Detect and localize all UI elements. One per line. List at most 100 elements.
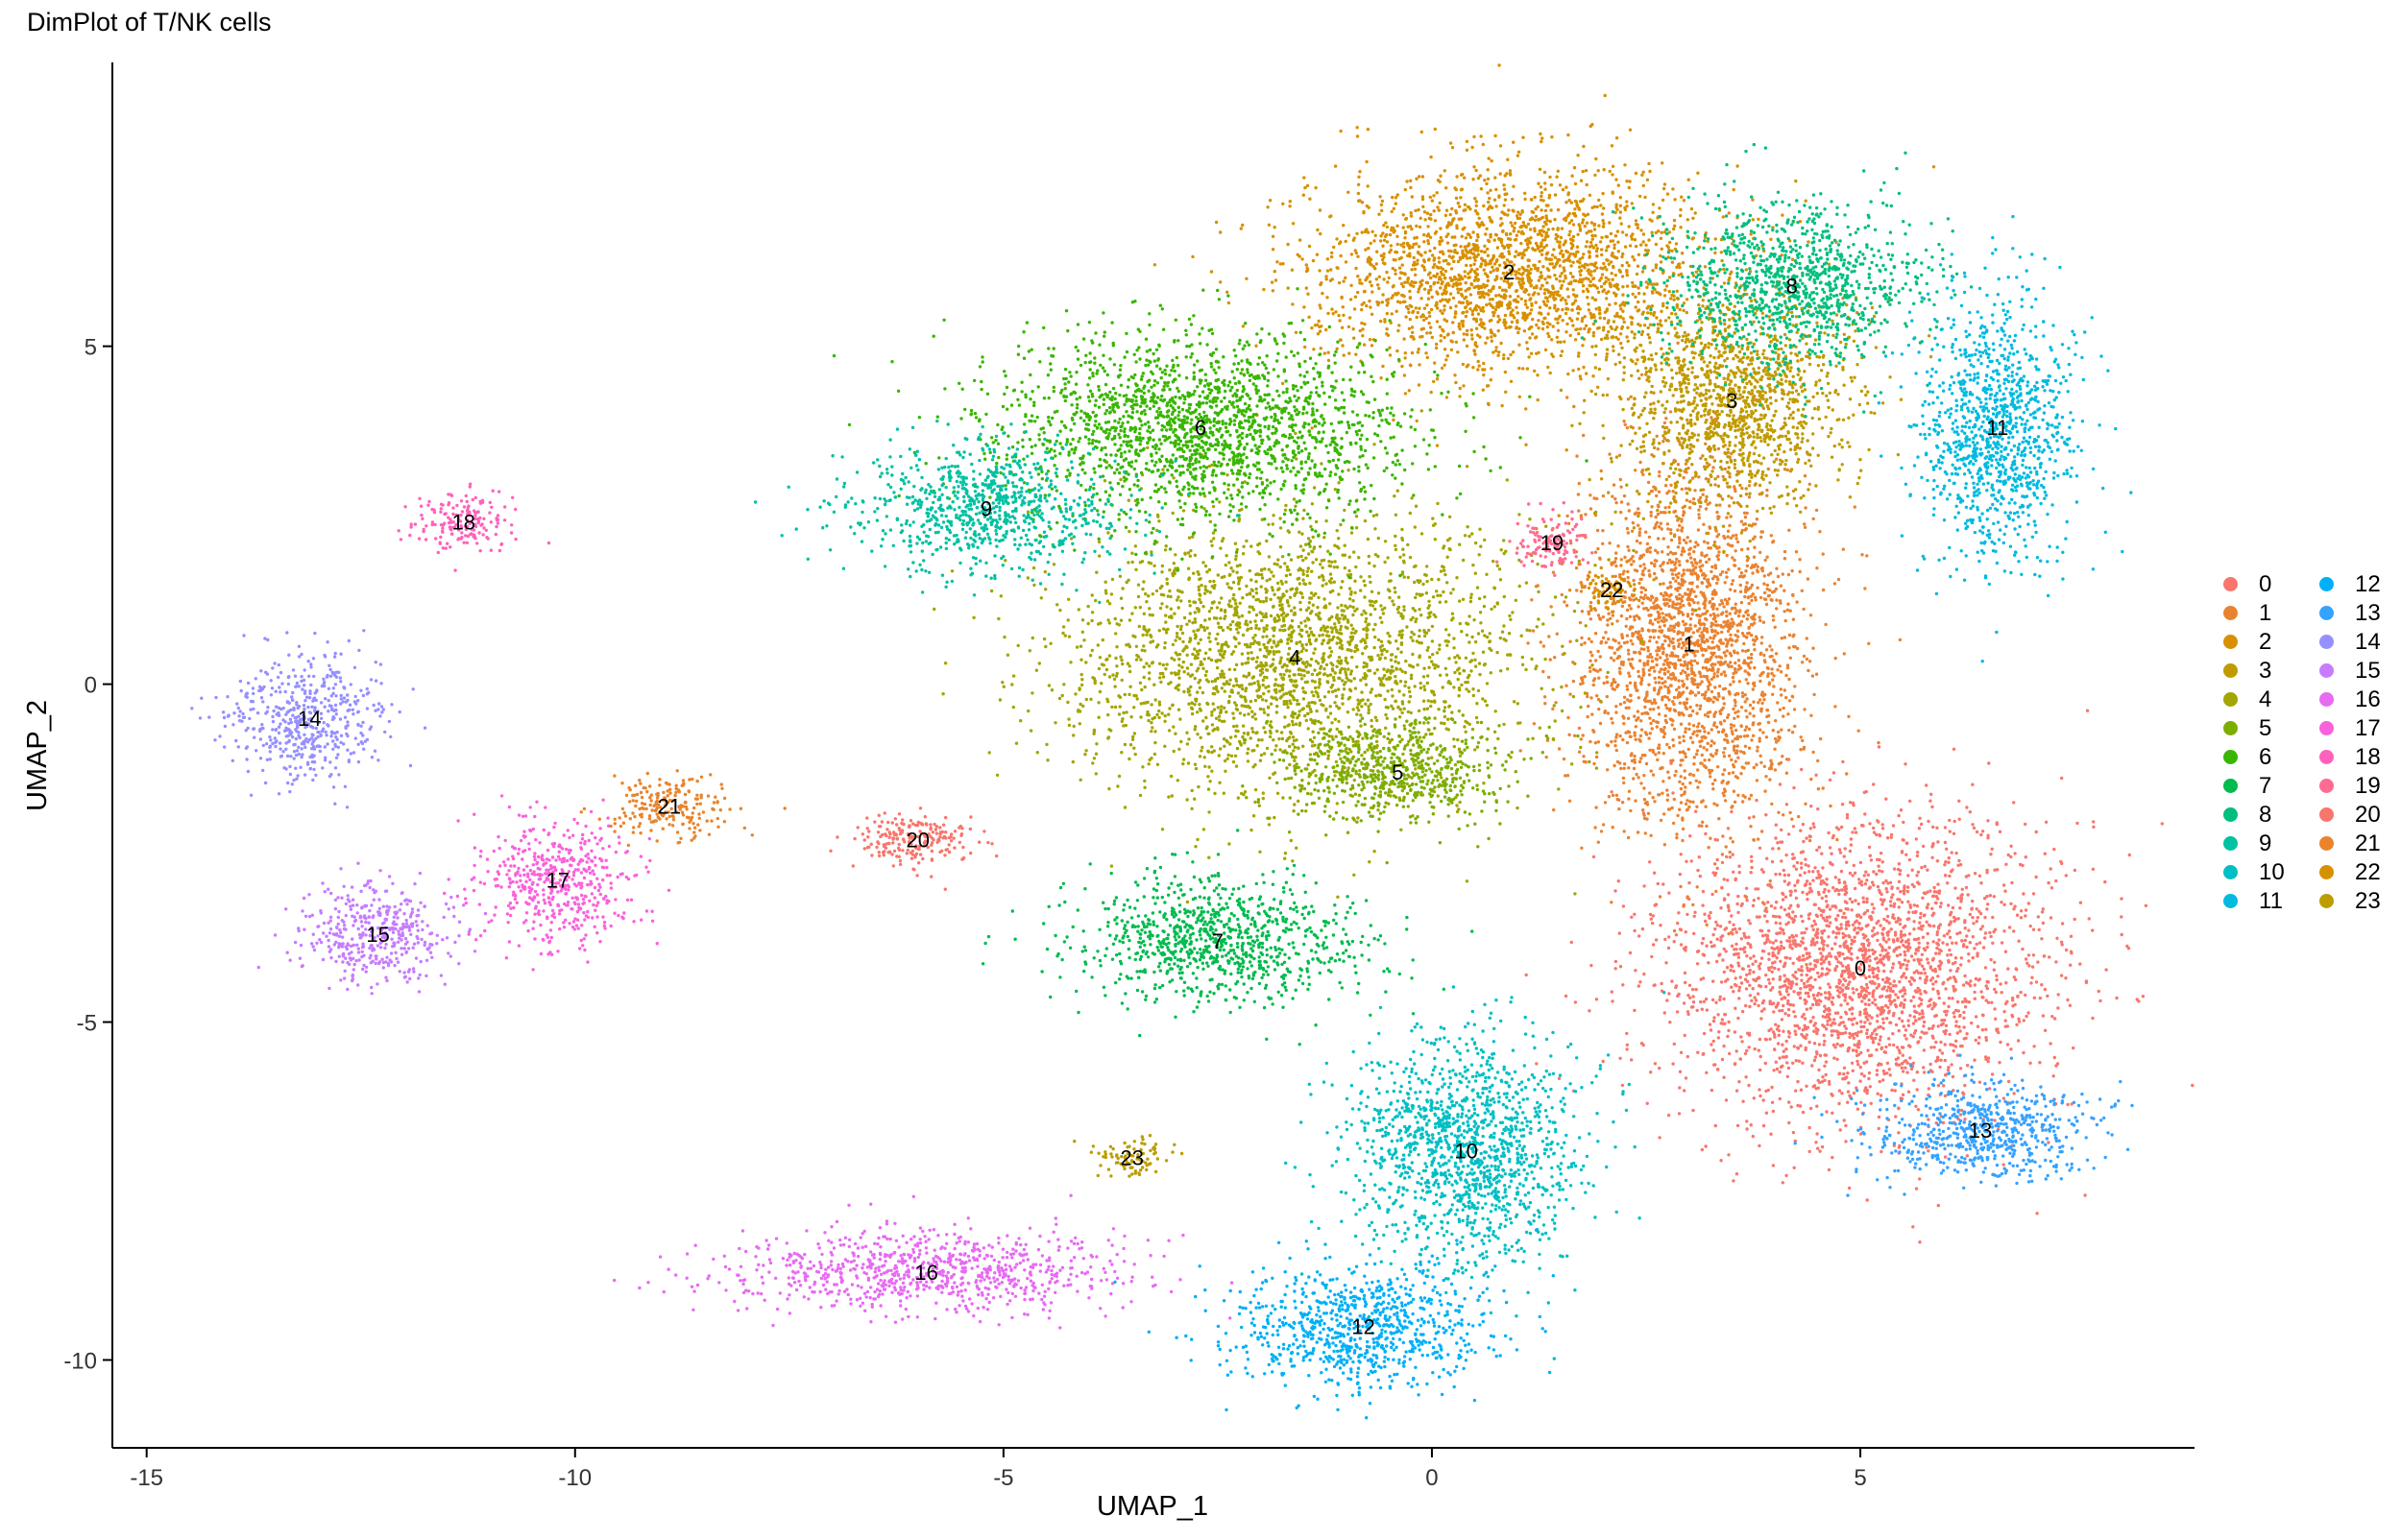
ticks-layer: -15 -10 -5 0 5 -10 -5 0 5 [63, 335, 1866, 1491]
legend-label: 8 [2259, 801, 2271, 830]
cluster-8-points [1580, 142, 1974, 419]
legend-label: 12 [2355, 570, 2381, 599]
legend-dot-icon [2223, 865, 2238, 879]
cluster-5-points [1206, 706, 1580, 865]
legend-label: 21 [2355, 830, 2381, 858]
cluster-23-points [1073, 1134, 1184, 1178]
legend-label: 6 [2259, 743, 2271, 772]
chart-title: DimPlot of T/NK cells [27, 8, 272, 37]
axes-layer [111, 62, 2195, 1449]
x-tick-label: 0 [1425, 1465, 1438, 1491]
legend-label: 23 [2355, 887, 2381, 916]
cluster-4-points [933, 407, 1751, 904]
cluster-16-points [613, 1193, 1234, 1330]
legend-dot-icon [2223, 779, 2238, 793]
y-tick-label: -10 [63, 1348, 97, 1374]
cluster-11-points [1877, 214, 2133, 663]
cluster-label-22: 22 [1600, 578, 1623, 602]
legend-dot-icon [2319, 894, 2334, 908]
cluster-label-20: 20 [906, 829, 929, 853]
cluster-label-21: 21 [658, 794, 681, 818]
cluster-14-points [190, 629, 427, 809]
cluster-label-14: 14 [298, 707, 321, 731]
cluster-13-points [1793, 1053, 2134, 1197]
y-axis-title: UMAP_2 [22, 700, 53, 811]
y-tick-label: 0 [85, 673, 97, 699]
legend-label: 14 [2355, 628, 2381, 657]
legend-label: 19 [2355, 772, 2381, 801]
legend-dot-icon [2223, 663, 2238, 678]
legend-label: 9 [2259, 830, 2271, 858]
cluster-label-1: 1 [1683, 632, 1694, 656]
legend-dot-icon [2319, 807, 2334, 822]
cluster-label-3: 3 [1726, 389, 1737, 413]
x-tick-label: -10 [558, 1465, 592, 1491]
legend-dot-icon [2223, 750, 2238, 764]
legend-dot-icon [2319, 750, 2334, 764]
x-tick-label: -5 [993, 1465, 1013, 1491]
legend-label: 5 [2259, 714, 2271, 743]
legend-dot-icon [2319, 663, 2334, 678]
cluster-label-4: 4 [1289, 645, 1300, 669]
legend-label: 13 [2355, 599, 2381, 628]
cluster-label-2: 2 [1503, 260, 1515, 284]
legend-label: 20 [2355, 801, 2381, 830]
cluster-6-points [832, 287, 1589, 579]
cluster-label-15: 15 [366, 923, 389, 947]
cluster-label-0: 0 [1855, 956, 1866, 980]
cluster-18-points [397, 482, 551, 572]
x-tick-label: -15 [130, 1465, 163, 1491]
legend-dot-icon [2223, 807, 2238, 822]
y-tick-label: 5 [85, 335, 97, 361]
legend-label: 10 [2259, 858, 2285, 887]
cluster-22-points [1567, 560, 1662, 626]
legend-label: 16 [2355, 686, 2381, 714]
cluster-10-points [1284, 985, 1666, 1360]
cluster-9-points [753, 419, 1240, 605]
legend-dot-icon [2223, 606, 2238, 620]
cluster-15-points [256, 861, 488, 996]
cluster-17-points [443, 794, 671, 972]
cluster-label-23: 23 [1120, 1145, 1143, 1169]
cluster-label-9: 9 [981, 497, 992, 521]
cluster-19-points [1495, 501, 1594, 577]
cluster-20-points [829, 806, 999, 891]
cluster-label-16: 16 [914, 1261, 937, 1285]
points-layer [190, 63, 2195, 1420]
legend-label: 1 [2259, 599, 2271, 628]
cluster-label-12: 12 [1351, 1314, 1374, 1338]
legend-label: 17 [2355, 714, 2381, 743]
cluster-21-points [579, 769, 787, 848]
legend-dot-icon [2319, 779, 2334, 793]
legend-label: 22 [2355, 858, 2381, 887]
legend-label: 0 [2259, 570, 2271, 599]
legend-dot-icon [2319, 606, 2334, 620]
legend-dot-icon [2223, 577, 2238, 591]
x-tick-label: 5 [1854, 1465, 1866, 1491]
cluster-label-8: 8 [1786, 274, 1798, 298]
legend-label: 11 [2259, 887, 2283, 916]
cluster-label-19: 19 [1540, 531, 1564, 555]
legend-label: 15 [2355, 657, 2381, 686]
legend-label: 4 [2259, 686, 2271, 714]
cluster-label-18: 18 [452, 511, 475, 535]
cluster-7-points [981, 829, 1474, 1047]
legend-dot-icon [2223, 721, 2238, 735]
cluster-2-points [1152, 63, 1936, 452]
legend-label: 7 [2259, 772, 2271, 801]
x-axis-title: UMAP_1 [1097, 1491, 1208, 1522]
cluster-12-points [1113, 1228, 1556, 1420]
cluster-label-13: 13 [1969, 1119, 1992, 1143]
legend-dot-icon [2319, 836, 2334, 851]
cluster-label-17: 17 [546, 869, 570, 893]
legend-dot-icon [2319, 721, 2334, 735]
legend-dot-icon [2319, 635, 2334, 649]
legend-label: 3 [2259, 657, 2271, 686]
legend-dot-icon [2223, 635, 2238, 649]
cluster-label-11: 11 [1986, 416, 2008, 440]
cluster-label-6: 6 [1195, 416, 1206, 440]
legend-label: 2 [2259, 628, 2271, 657]
cluster-label-7: 7 [1212, 929, 1224, 953]
